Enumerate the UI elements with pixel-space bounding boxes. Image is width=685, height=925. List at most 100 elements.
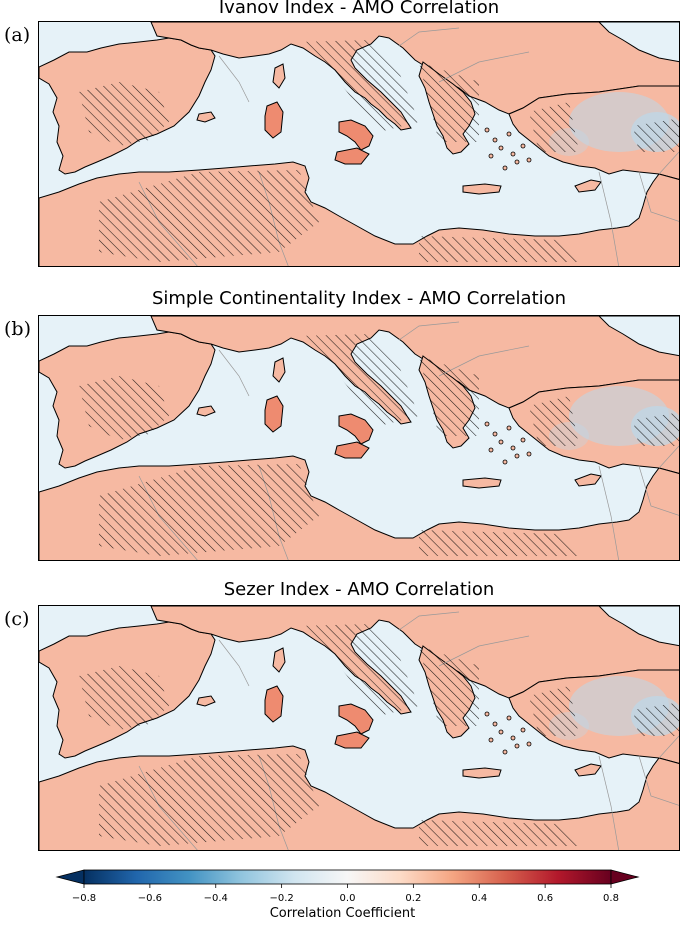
significance-hatching [633,702,679,736]
significance-hatching [419,62,479,142]
panel-label-b: (b) [4,318,31,340]
country-border [398,611,460,631]
significance-hatching [299,334,419,426]
island-sicily [334,731,370,749]
significance-hatching [299,624,419,716]
aegean-island [498,439,504,445]
landmass-calabria [338,703,374,735]
colorbar-tick-label: 0.4 [471,893,487,904]
country-border [658,445,679,469]
island-crete [462,183,502,195]
aegean-island [520,437,526,443]
sea-black-sea [598,22,679,63]
landmass-calabria [338,119,374,151]
aegean-island [506,715,512,721]
colorbar-extend-high [610,869,640,885]
island-mallorca [196,695,216,707]
aegean-island [526,157,532,163]
significance-hatching [529,686,579,736]
panel-title-c: Sezer Index - AMO Correlation [223,579,495,600]
island-mallorca [196,111,216,123]
landmass-calabria [338,413,374,445]
significance-hatching [79,376,169,440]
aegean-island [526,741,532,747]
island-sicily [334,147,370,165]
country-border [638,171,679,222]
aegean-island [520,727,526,733]
panel-label-c: (c) [4,608,30,630]
aegean-island [502,459,508,465]
country-border [658,735,679,759]
aegean-island [502,749,508,755]
map-a-svg [39,22,679,266]
aegean-island [498,145,504,151]
aegean-island [492,431,498,437]
island-mallorca [196,405,216,417]
significance-hatching [419,646,479,726]
island-corsica [272,647,286,673]
aegean-island [492,721,498,727]
aegean-island [514,743,520,749]
island-crete [462,477,502,489]
aegean-island [526,451,532,457]
country-border [218,639,250,687]
significance-hatching [99,170,319,262]
aegean-island [506,131,512,137]
sea-black-sea [598,606,679,647]
country-border [598,465,620,560]
significance-hatching [299,40,419,132]
country-border [398,27,460,47]
island-sardinia [264,395,284,433]
aegean-island [514,159,520,165]
colorbar: −0.8 −0.6 −0.4 −0.2 0.0 0.2 0.4 0.6 0.8 [55,869,640,904]
map-panel-c [38,605,680,851]
island-cyprus [574,473,602,487]
colorbar-tick-label: 0.6 [537,893,553,904]
colorbar-bar [83,869,612,885]
country-border [638,755,679,806]
significance-hatching [79,82,169,146]
colorbar-extend-low [55,869,85,885]
significance-hatching [419,236,579,262]
aegean-island [484,711,490,717]
significance-hatching [99,464,319,556]
significance-hatching [529,396,579,446]
aegean-island [492,137,498,143]
aegean-island [502,165,508,171]
map-b-svg [39,316,679,560]
aegean-island [488,447,494,453]
aegean-island [506,425,512,431]
island-corsica [272,357,286,383]
country-border [398,321,460,341]
colorbar-tick-label: 0.0 [340,893,356,904]
significance-hatching [419,530,579,556]
aegean-island [514,453,520,459]
map-panel-b [38,315,680,561]
panel-title-a: Ivanov Index - AMO Correlation [218,0,500,18]
aegean-island [510,445,516,451]
island-cyprus [574,763,602,777]
colorbar-tick-label: −0.8 [72,893,96,904]
island-corsica [272,63,286,89]
significance-hatching [419,820,579,846]
aegean-island [520,143,526,149]
colorbar-tick-label: 0.8 [603,893,619,904]
country-border [218,349,250,397]
significance-hatching [419,356,479,436]
aegean-island [488,153,494,159]
aegean-island [510,735,516,741]
panel-label-a: (a) [4,24,31,46]
significance-hatching [529,102,579,152]
colorbar-label: Correlation Coefficient [269,906,416,921]
aegean-island [498,729,504,735]
panel-title-b: Simple Continentality Index - AMO Correl… [151,288,567,309]
island-crete [462,767,502,779]
country-border [598,755,620,850]
aegean-island [488,737,494,743]
significance-hatching [99,754,319,846]
country-border [638,465,679,516]
country-border [658,151,679,175]
aegean-island [484,127,490,133]
aegean-island [510,151,516,157]
map-c-svg [39,606,679,850]
